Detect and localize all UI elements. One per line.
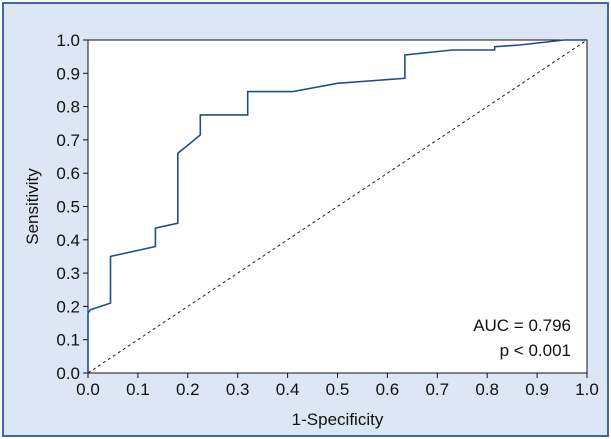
x-tick-label: 0.9 xyxy=(525,380,549,399)
y-tick-label: 0.8 xyxy=(56,98,80,117)
x-tick-label: 0.4 xyxy=(276,380,300,399)
axes: 0.0 0.1 0.2 0.3 0.4 0.5 0.6 0.7 0.8 0.9 1.0 0.0 0.1 0… xyxy=(56,31,598,399)
y-tick-label: 0.4 xyxy=(56,231,80,250)
auc-annotation: AUC = 0.796 xyxy=(473,316,571,335)
x-tick-label: 0.6 xyxy=(376,380,400,399)
x-tick-label: 0.1 xyxy=(126,380,150,399)
y-tick-label: 0.1 xyxy=(56,331,80,350)
x-tick-label: 0.5 xyxy=(326,380,350,399)
x-axis-title: 1-Specificity xyxy=(292,410,384,429)
y-tick-label: 0.3 xyxy=(56,264,80,283)
y-tick-label: 0.9 xyxy=(56,64,80,83)
x-tick-label: 0.3 xyxy=(226,380,250,399)
p-value-annotation: p < 0.001 xyxy=(500,341,571,360)
y-tick-label: 1.0 xyxy=(56,31,80,50)
y-tick-label: 0.7 xyxy=(56,131,80,150)
y-tick-label: 0.6 xyxy=(56,164,80,183)
y-tick-label: 0.2 xyxy=(56,297,80,316)
series-layer xyxy=(87,39,588,374)
y-tick-label: 0.5 xyxy=(56,198,80,217)
x-tick-label: 0.8 xyxy=(475,380,499,399)
x-tick-label: 0.2 xyxy=(176,380,200,399)
reference-diagonal-line xyxy=(87,39,588,374)
y-axis-title: Sensitivity xyxy=(23,168,42,245)
x-tick-label: 0.0 xyxy=(76,380,100,399)
x-tick-label: 0.7 xyxy=(425,380,449,399)
x-tick-label: 1.0 xyxy=(575,380,599,399)
roc-curve-line xyxy=(87,39,587,373)
y-tick-label: 0.0 xyxy=(56,364,80,383)
